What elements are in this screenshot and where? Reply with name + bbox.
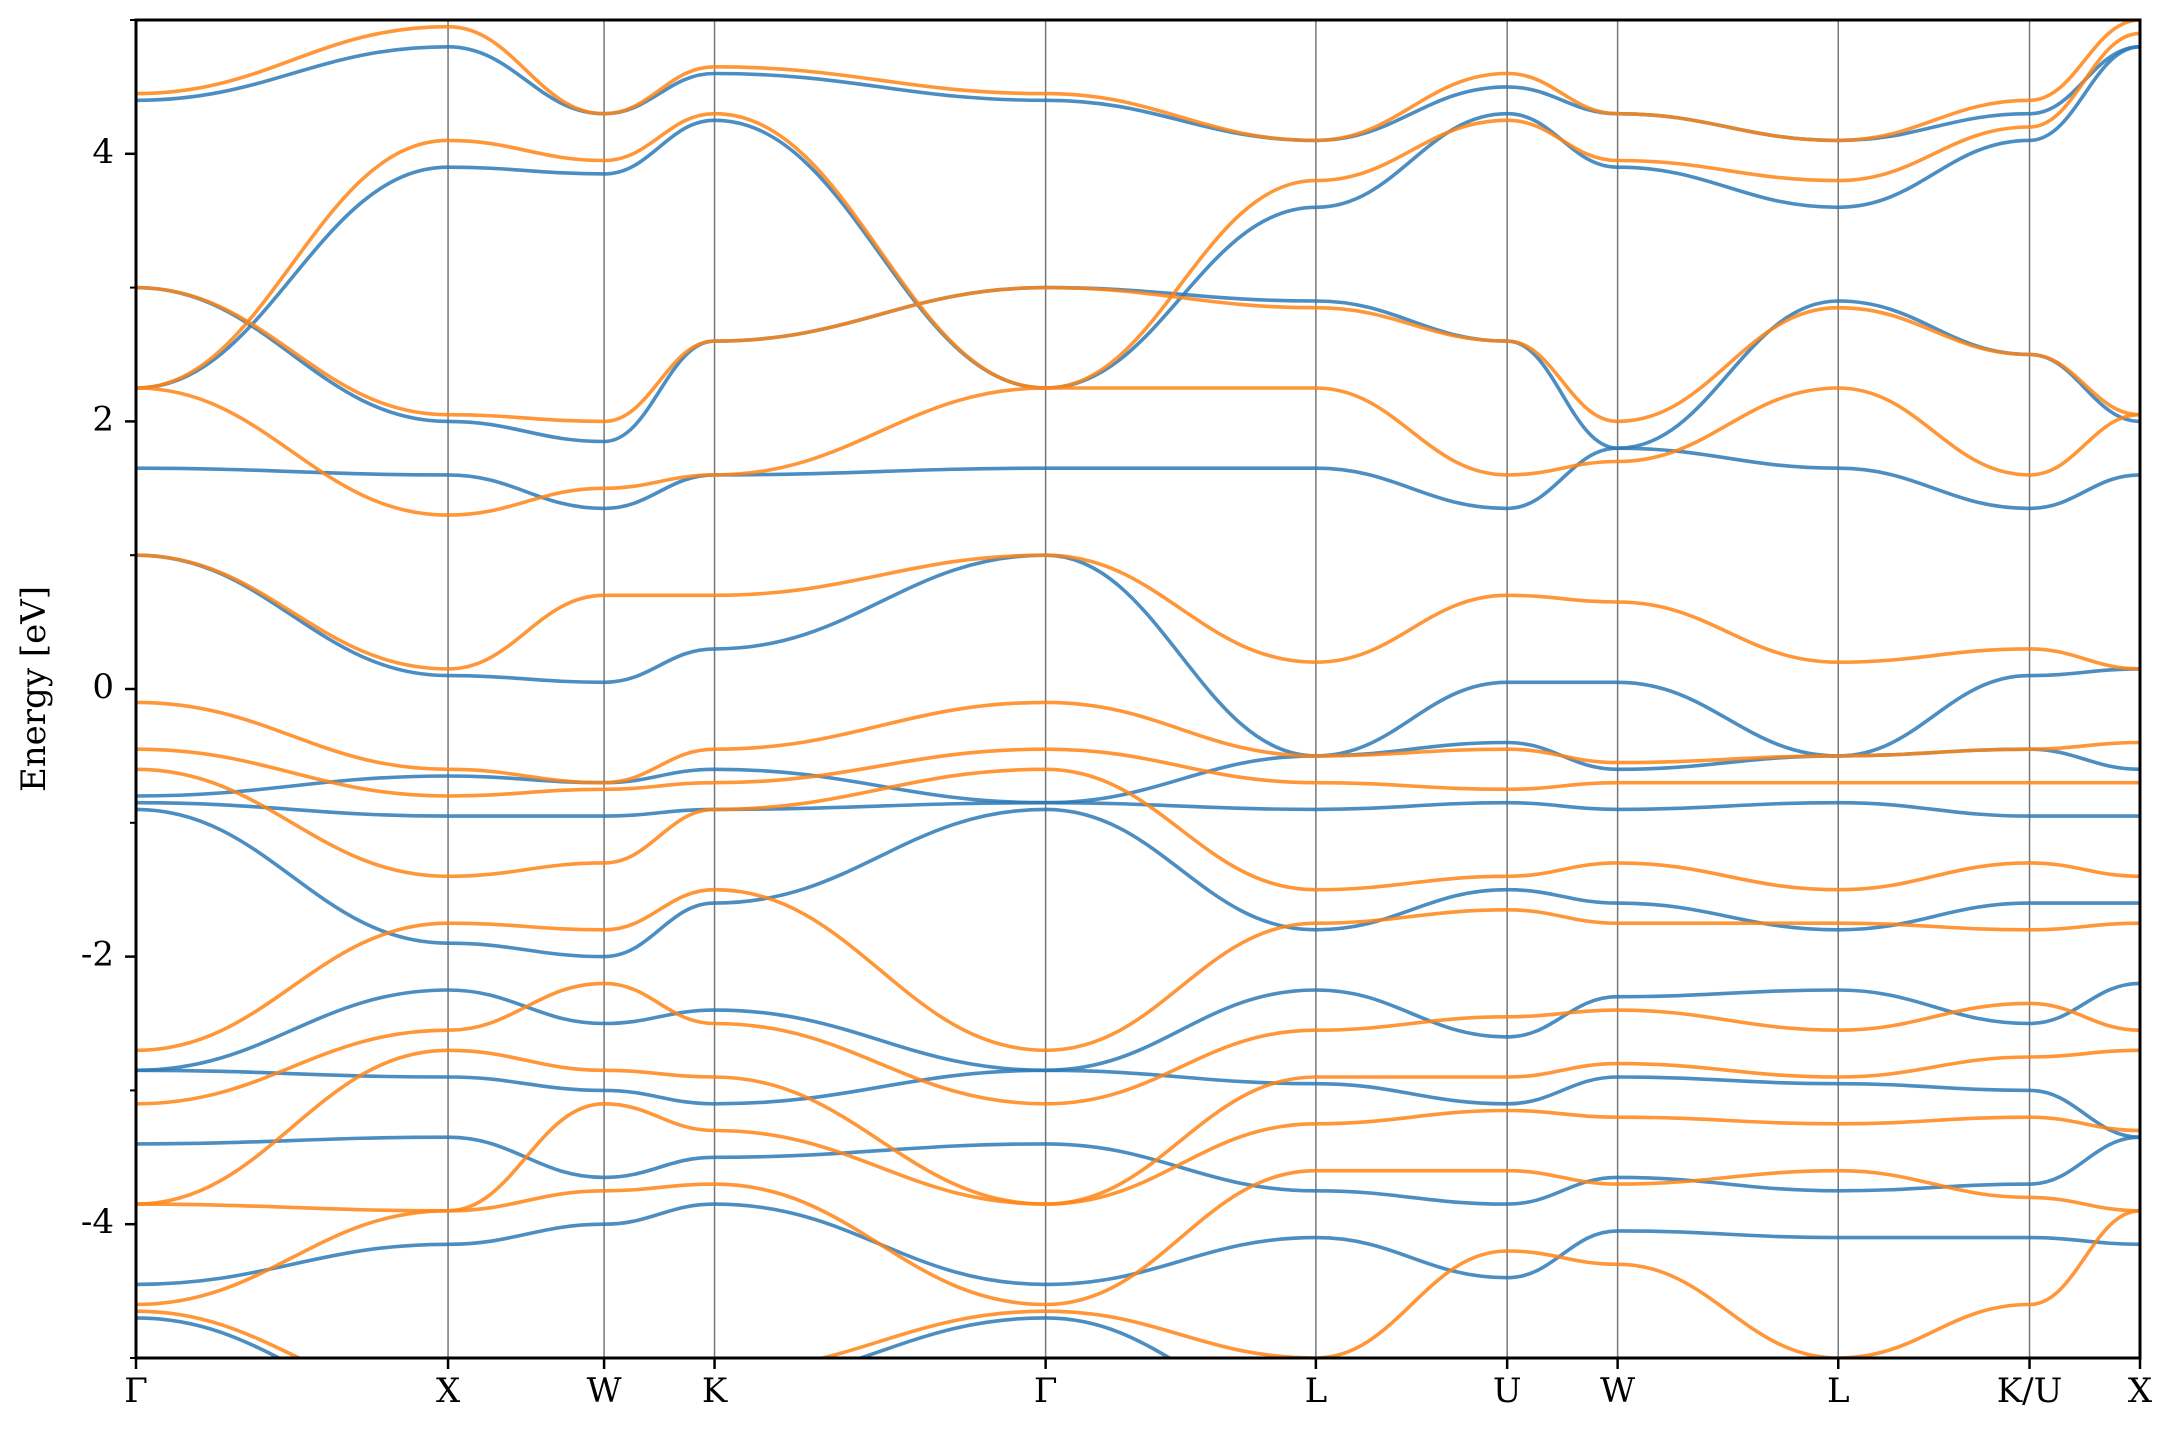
orange-band-line <box>136 31 2140 390</box>
orange-band-line <box>136 285 2140 424</box>
y-tick-label: 2 <box>92 399 114 439</box>
orange-band-line <box>136 1168 2140 1307</box>
blue-band-line <box>136 285 2140 450</box>
y-tick-label: -2 <box>81 935 114 975</box>
y-tick-label: 4 <box>92 132 114 172</box>
orange-band-line <box>136 20 2140 143</box>
x-axis-ticks: Γ X W K Γ L U W L K/U X <box>124 1358 2153 1411</box>
x-tick-label: L <box>1827 1371 1850 1411</box>
blue-band-line <box>136 45 2140 390</box>
orange-band-line <box>136 981 2140 1106</box>
orange-band-line <box>136 747 2140 798</box>
x-tick-label: L <box>1305 1371 1328 1411</box>
orange-band-line <box>136 386 2140 517</box>
blue-band-line <box>136 807 2140 959</box>
blue-band-line <box>136 981 2140 1073</box>
blue-band-line <box>136 1068 2140 1139</box>
x-tick-label: K <box>702 1371 728 1411</box>
blue-band-line <box>136 800 2140 818</box>
x-tick-label: W <box>587 1371 622 1411</box>
y-axis-title: Energy [eV] <box>14 586 54 792</box>
x-tick-label: W <box>1600 1371 1635 1411</box>
high-symmetry-lines <box>447 20 2031 1358</box>
x-tick-label: X <box>2128 1371 2153 1411</box>
orange-band-line <box>136 1102 2140 1213</box>
band-series <box>136 20 2140 1358</box>
y-tick-label: -4 <box>81 1202 114 1242</box>
orange-band-line <box>136 553 2140 671</box>
orange-band-line <box>136 887 2140 1053</box>
x-tick-label: Γ <box>1034 1371 1058 1411</box>
x-tick-label: Γ <box>124 1371 148 1411</box>
orange-band-line <box>136 767 2140 892</box>
x-tick-label: K/U <box>1997 1371 2063 1411</box>
orange-band-line <box>136 1048 2140 1206</box>
x-tick-label: U <box>1493 1371 1522 1411</box>
y-tick-label: 0 <box>92 667 114 707</box>
blue-band-line <box>136 1202 2140 1287</box>
y-axis-ticks: 4 2 0 -2 -4 <box>81 19 136 1359</box>
orange-band-line <box>136 700 2140 785</box>
orange-band-line <box>136 1209 2140 1358</box>
blue-band-line <box>136 446 2140 511</box>
x-tick-label: X <box>436 1371 461 1411</box>
